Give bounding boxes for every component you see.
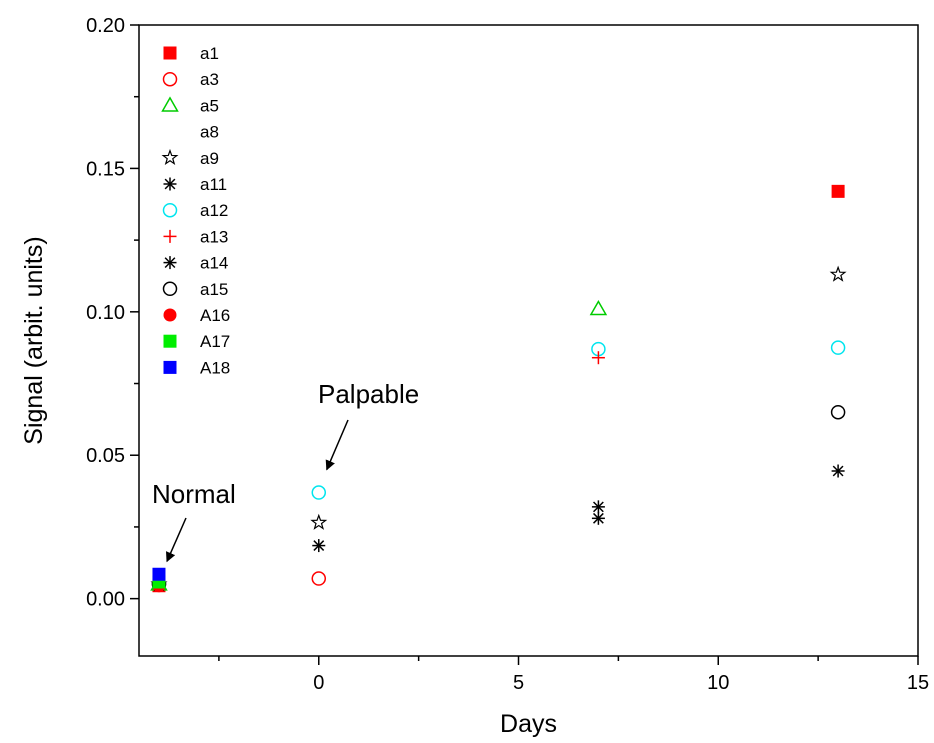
data-point-a12 xyxy=(830,340,846,355)
axis-ticks xyxy=(130,24,919,665)
legend-marker-A16 xyxy=(163,308,177,322)
data-point-a9 xyxy=(310,513,328,530)
data-point-a3 xyxy=(311,571,327,586)
legend-label-a13: a13 xyxy=(200,227,228,246)
legend-marker-A18 xyxy=(163,360,177,374)
data-point-a14 xyxy=(591,500,605,514)
annotations: Normal Palpable xyxy=(152,379,419,563)
legend-marker-a13 xyxy=(163,229,177,243)
data-point-a14 xyxy=(831,464,845,478)
legend-marker-a9 xyxy=(161,148,179,166)
x-tick-label: 0 xyxy=(313,672,324,694)
legend-marker-A17 xyxy=(163,334,177,348)
data-point-a1 xyxy=(831,184,845,198)
y-axis-label: Signal (arbit. units) xyxy=(20,236,48,444)
annotation-normal: Normal xyxy=(152,479,236,509)
axis-tick-labels: 0 5 10 15 0.00 0.05 0.10 0.15 0.20 xyxy=(86,15,929,694)
legend-marker-a1 xyxy=(163,46,177,60)
x-axis-label: Days xyxy=(500,710,557,738)
legend-label-a9: a9 xyxy=(200,149,219,168)
legend-label-a14: a14 xyxy=(200,254,228,273)
data-point-a15 xyxy=(830,404,846,420)
data-point-a13 xyxy=(591,351,605,365)
data-points xyxy=(150,184,847,593)
legend-label-a8: a8 xyxy=(200,123,219,142)
y-tick-label: 0.05 xyxy=(86,445,125,467)
y-tick-label: 0.20 xyxy=(86,15,125,37)
annotation-arrow-normal xyxy=(166,517,187,563)
annotation-arrow-palpable xyxy=(325,419,349,471)
legend-marker-a12 xyxy=(162,202,178,218)
legend-label-a15: a15 xyxy=(200,280,228,299)
legend: a1 a3 a5 a8 a9 a11 a12 a13 a14 a15 A16 A17 A18 xyxy=(161,44,230,377)
data-point-a11 xyxy=(312,539,326,553)
plot-area-frame xyxy=(138,24,919,657)
x-tick-label: 10 xyxy=(707,672,729,694)
legend-label-A16: A16 xyxy=(200,306,230,325)
legend-label-a3: a3 xyxy=(200,70,219,89)
legend-marker-a3 xyxy=(162,71,178,87)
legend-marker-a11 xyxy=(163,177,177,191)
x-tick-label: 5 xyxy=(513,672,524,694)
legend-marker-a15 xyxy=(162,281,178,297)
y-tick-label: 0.00 xyxy=(86,589,125,611)
legend-label-a5: a5 xyxy=(200,96,219,115)
annotation-palpable: Palpable xyxy=(318,379,419,409)
data-point-a12 xyxy=(311,485,327,500)
legend-marker-a5 xyxy=(161,96,179,112)
legend-label-a12: a12 xyxy=(200,201,228,220)
legend-label-a1: a1 xyxy=(200,44,219,63)
data-point-a11 xyxy=(591,511,605,525)
legend-label-A18: A18 xyxy=(200,358,230,377)
legend-label-A17: A17 xyxy=(200,332,230,351)
data-point-A18 xyxy=(152,567,166,581)
y-tick-label: 0.15 xyxy=(86,158,125,180)
legend-marker-a14 xyxy=(163,256,177,270)
x-tick-label: 15 xyxy=(907,672,929,694)
legend-label-a11: a11 xyxy=(200,175,227,194)
y-tick-label: 0.10 xyxy=(86,302,125,324)
data-point-a9 xyxy=(829,265,847,282)
data-point-a5 xyxy=(589,299,608,316)
